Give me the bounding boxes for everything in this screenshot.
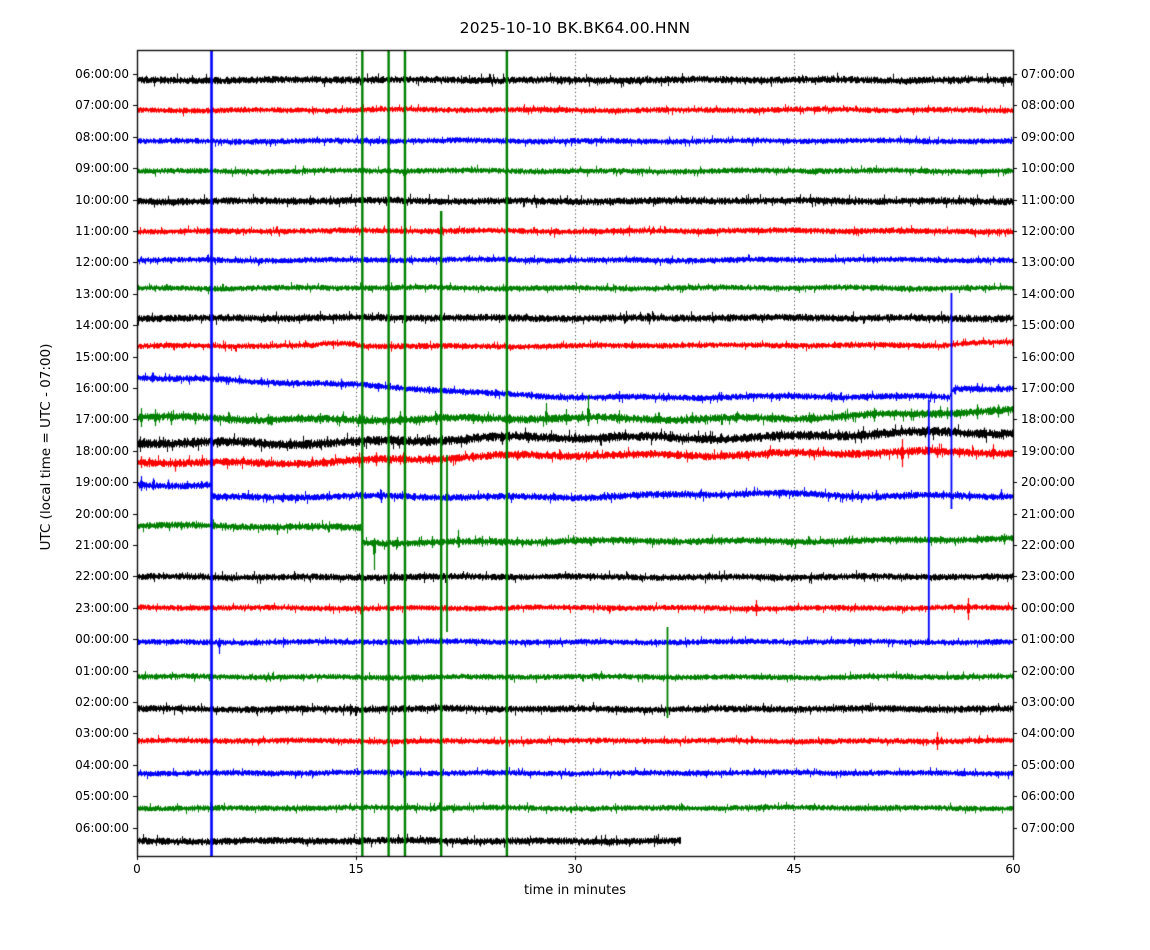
y-tick-label-right: 19:00:00: [1021, 443, 1075, 458]
y-tick-label-left: 11:00:00: [75, 224, 129, 238]
y-tick-label-right: 10:00:00: [1021, 161, 1075, 176]
y-tick-label-left: 04:00:00: [75, 757, 129, 772]
y-tick-label-left: 14:00:00: [75, 318, 129, 333]
y-tick-label-right: 11:00:00: [1021, 192, 1075, 207]
y-tick-label-right: 07:00:00: [1021, 67, 1075, 81]
x-axis-label: time in minutes: [523, 883, 627, 898]
y-tick-label-right: 17:00:00: [1021, 381, 1075, 395]
y-tick-label-right: 03:00:00: [1021, 695, 1075, 709]
y-tick-label-right: 13:00:00: [1021, 255, 1075, 270]
y-tick-label-left: 22:00:00: [75, 569, 129, 584]
y-tick-label-right: 15:00:00: [1021, 318, 1075, 333]
y-tick-label-left: 12:00:00: [75, 255, 129, 270]
y-tick-label-left: 08:00:00: [75, 129, 129, 144]
y-tick-label-left: 15:00:00: [75, 349, 129, 364]
y-tick-label-left: 23:00:00: [75, 600, 129, 615]
x-tick-label: 15: [348, 862, 364, 876]
y-tick-label-right: 08:00:00: [1021, 98, 1075, 113]
y-tick-label-right: 21:00:00: [1021, 506, 1075, 521]
y-tick-label-left: 02:00:00: [75, 695, 129, 709]
y-tick-label-right: 07:00:00: [1021, 820, 1075, 835]
y-tick-label-right: 00:00:00: [1021, 600, 1075, 615]
y-tick-label-right: 09:00:00: [1021, 129, 1075, 144]
y-tick-label-left: 06:00:00: [75, 67, 129, 81]
y-tick-label-right: 16:00:00: [1021, 349, 1075, 364]
y-tick-label-left: 00:00:00: [75, 632, 129, 647]
y-tick-label-left: 19:00:00: [75, 475, 129, 490]
y-tick-label-right: 05:00:00: [1021, 757, 1075, 772]
y-tick-label-left: 10:00:00: [75, 192, 129, 207]
y-tick-label-left: 05:00:00: [75, 789, 129, 804]
x-tick-label: 30: [567, 862, 583, 876]
y-tick-label-right: 02:00:00: [1021, 663, 1075, 678]
y-tick-label-right: 20:00:00: [1021, 475, 1075, 490]
y-tick-label-right: 06:00:00: [1021, 789, 1075, 804]
y-tick-label-left: 03:00:00: [75, 726, 129, 741]
y-tick-label-left: 01:00:00: [75, 663, 129, 678]
y-tick-label-right: 23:00:00: [1021, 569, 1075, 584]
x-tick-label: 60: [1005, 862, 1021, 876]
y-tick-label-left: 18:00:00: [75, 443, 129, 458]
y-tick-label-left: 09:00:00: [75, 161, 129, 176]
y-tick-label-right: 14:00:00: [1021, 286, 1075, 301]
y-tick-label-left: 07:00:00: [75, 98, 129, 113]
figure-title: 2025-10-10 BK.BK64.00.HNN: [459, 19, 691, 37]
y-tick-label-left: 16:00:00: [75, 381, 129, 395]
y-tick-label-left: 20:00:00: [75, 506, 129, 521]
y-tick-label-left: 17:00:00: [75, 412, 129, 427]
x-tick-label: 45: [786, 862, 802, 876]
y-tick-label-right: 12:00:00: [1021, 224, 1075, 238]
y-tick-label-left: 13:00:00: [75, 286, 129, 301]
y-tick-label-right: 18:00:00: [1021, 412, 1075, 427]
y-tick-label-left: 21:00:00: [75, 538, 129, 552]
y-tick-label-right: 04:00:00: [1021, 726, 1075, 741]
y-tick-label-right: 22:00:00: [1021, 538, 1075, 552]
x-tick-label: 0: [133, 862, 141, 876]
y-tick-label-left: 06:00:00: [75, 820, 129, 835]
y-tick-label-right: 01:00:00: [1021, 632, 1075, 647]
